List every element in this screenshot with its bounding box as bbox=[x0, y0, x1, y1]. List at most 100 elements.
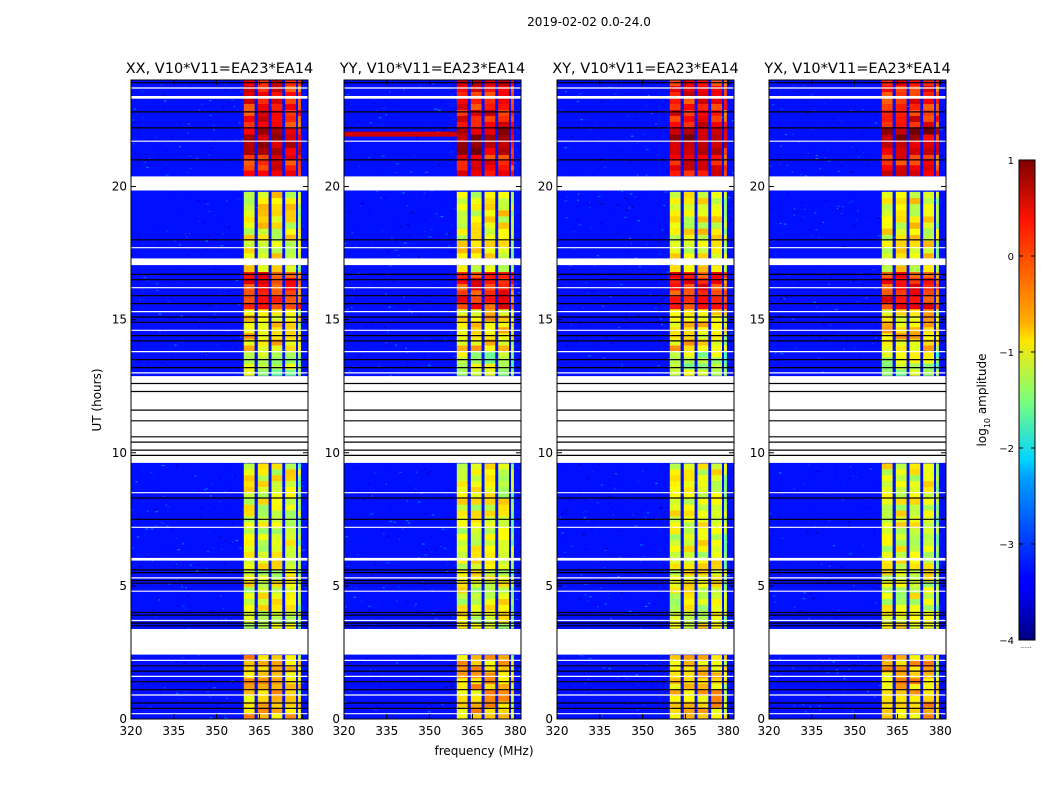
rfi-cell bbox=[258, 667, 269, 673]
noise-speck bbox=[179, 146, 181, 147]
rfi-cell bbox=[711, 564, 722, 570]
rfi-cell bbox=[684, 511, 695, 517]
noise-speck bbox=[271, 562, 272, 563]
noise-speck bbox=[589, 691, 592, 692]
noise-speck bbox=[146, 318, 147, 319]
rfi-cell bbox=[471, 540, 482, 546]
rfi-cell bbox=[498, 564, 509, 570]
flagged-range bbox=[344, 629, 521, 655]
rfi-cell bbox=[272, 540, 283, 546]
rfi-cell bbox=[485, 210, 496, 216]
rfi-cell bbox=[485, 160, 496, 166]
noise-speck bbox=[844, 349, 845, 350]
noise-speck bbox=[229, 134, 230, 135]
rfi-cell bbox=[670, 696, 681, 702]
rfi-cell bbox=[511, 204, 514, 210]
rfi-cell bbox=[272, 266, 283, 272]
noise-speck bbox=[355, 229, 356, 230]
rfi-cell bbox=[272, 315, 283, 321]
rfi-cell bbox=[285, 297, 296, 304]
rfi-cell bbox=[684, 364, 695, 370]
rfi-horizontal-feature bbox=[344, 132, 457, 137]
rfi-cell bbox=[244, 463, 255, 469]
noise-speck bbox=[147, 511, 148, 512]
noise-speck bbox=[347, 94, 349, 95]
noise-speck bbox=[355, 237, 356, 238]
rfi-cell bbox=[698, 599, 709, 605]
rfi-cell bbox=[471, 241, 482, 247]
noise-speck bbox=[772, 530, 775, 531]
rfi-cell bbox=[485, 98, 496, 104]
noise-speck bbox=[177, 549, 180, 550]
noise-speck bbox=[226, 158, 227, 159]
noise-speck bbox=[449, 251, 452, 252]
noise-speck bbox=[637, 131, 638, 132]
noise-speck bbox=[842, 234, 843, 235]
noise-speck bbox=[877, 481, 878, 482]
noise-speck bbox=[377, 191, 379, 192]
noise-speck bbox=[134, 252, 136, 253]
noise-speck bbox=[833, 683, 835, 684]
noise-speck bbox=[629, 555, 632, 556]
rfi-cell bbox=[498, 364, 509, 370]
rfi-cell bbox=[272, 593, 283, 599]
rfi-cell bbox=[724, 481, 727, 487]
rfi-cell bbox=[285, 364, 296, 370]
noise-speck bbox=[517, 146, 518, 147]
noise-speck bbox=[413, 490, 415, 491]
rfi-cell bbox=[457, 241, 468, 247]
rfi-cell bbox=[298, 469, 301, 475]
rfi-cell bbox=[258, 104, 269, 110]
rfi-cell bbox=[670, 611, 681, 617]
noise-speck bbox=[605, 491, 606, 492]
noise-speck bbox=[132, 120, 135, 121]
rfi-cell bbox=[670, 463, 681, 469]
noise-speck bbox=[655, 603, 657, 604]
rfi-cell bbox=[511, 160, 514, 166]
rfi-cell bbox=[457, 605, 468, 611]
noise-speck bbox=[826, 657, 828, 658]
noise-speck bbox=[811, 129, 813, 130]
noise-speck bbox=[778, 91, 780, 92]
rfi-cell bbox=[684, 210, 695, 216]
y-tick-label: 5 bbox=[545, 579, 553, 593]
noise-speck bbox=[610, 618, 612, 619]
rfi-cell bbox=[298, 599, 301, 605]
rfi-cell bbox=[724, 564, 727, 570]
rfi-cell bbox=[684, 540, 695, 546]
rfi-cell bbox=[298, 564, 301, 570]
rfi-cell bbox=[684, 611, 695, 617]
noise-speck bbox=[794, 705, 796, 706]
rfi-cell bbox=[471, 104, 482, 110]
rfi-cell bbox=[298, 499, 301, 505]
rfi-cell bbox=[298, 223, 301, 229]
rfi-cell bbox=[272, 364, 283, 370]
noise-speck bbox=[301, 587, 303, 588]
rfi-cell bbox=[511, 581, 514, 587]
flagged-range bbox=[344, 176, 521, 190]
rfi-cell bbox=[258, 528, 269, 534]
noise-speck bbox=[367, 658, 369, 659]
noise-speck bbox=[809, 668, 812, 669]
noise-speck bbox=[385, 342, 387, 343]
rfi-cell bbox=[670, 98, 681, 104]
noise-speck bbox=[814, 302, 817, 303]
noise-speck bbox=[645, 517, 646, 518]
noise-speck bbox=[626, 315, 627, 316]
noise-speck bbox=[149, 158, 151, 159]
rfi-cell bbox=[670, 667, 681, 673]
noise-speck bbox=[213, 318, 216, 319]
rfi-cell bbox=[285, 696, 296, 702]
noise-speck bbox=[178, 346, 179, 347]
rfi-cell bbox=[298, 315, 301, 321]
noise-speck bbox=[357, 554, 359, 555]
noise-speck bbox=[448, 205, 449, 206]
rfi-cell bbox=[485, 481, 496, 487]
noise-speck bbox=[379, 674, 380, 675]
rfi-cell bbox=[471, 481, 482, 487]
noise-speck bbox=[593, 531, 595, 532]
noise-speck bbox=[583, 292, 585, 293]
noise-speck bbox=[144, 533, 147, 534]
rfi-cell bbox=[285, 198, 296, 204]
noise-speck bbox=[602, 132, 604, 133]
